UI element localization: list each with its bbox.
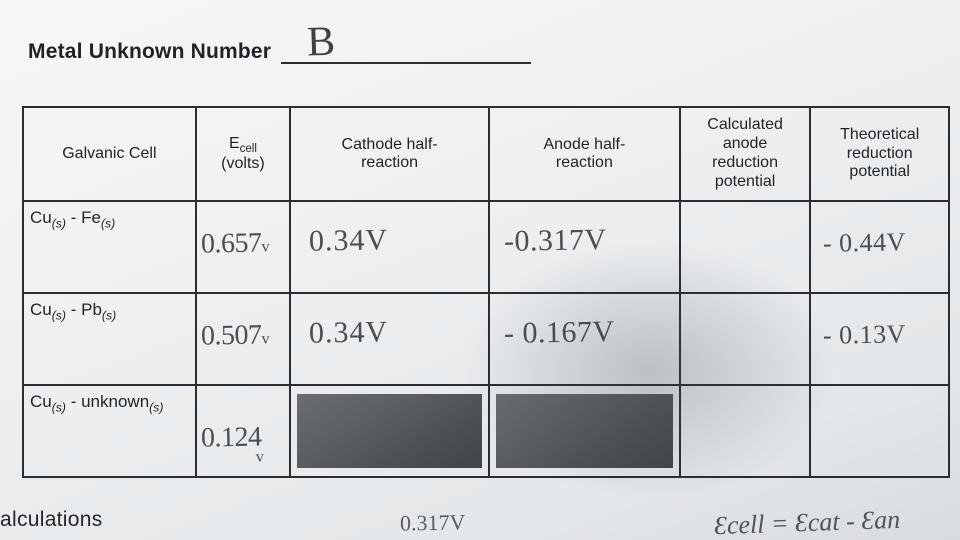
cell-theoretical: [810, 385, 949, 477]
col-header-cathode: Cathode half-reaction: [290, 107, 489, 201]
footer-printed-fragment: alculations: [0, 508, 103, 532]
cell-cathode: 0.34V: [290, 201, 489, 293]
table-header-row: Galvanic Cell Ecell(volts) Cathode half-…: [23, 107, 949, 201]
blackout-box: [496, 394, 673, 468]
table-row: Cu(s) - Fe(s) 0.657v 0.34V -0.317V - 0.4…: [23, 201, 949, 293]
cell-anode: -0.317V: [489, 201, 680, 293]
cell-ecell: 0.124v: [196, 385, 290, 477]
worksheet-paper: Metal Unknown Number B Galvanic Cell Ece…: [0, 0, 960, 540]
col-header-calculated: Calculatedanodereductionpotential: [680, 107, 811, 201]
data-table: Galvanic Cell Ecell(volts) Cathode half-…: [22, 106, 950, 478]
hand-cathode: 0.34V: [309, 223, 389, 258]
cell-galvanic: Cu(s) - Fe(s): [23, 201, 196, 293]
title-row: Metal Unknown Number B: [28, 26, 950, 64]
hand-anode: -0.317V: [504, 223, 607, 259]
blackout-box: [297, 394, 482, 468]
cell-galvanic: Cu(s) - unknown(s): [23, 385, 196, 477]
printed-pair: Cu(s) - Fe(s): [24, 202, 195, 230]
cell-theoretical: - 0.13V: [810, 293, 949, 385]
cell-ecell: 0.507v: [196, 293, 290, 385]
cell-anode-blackout: [489, 385, 680, 477]
hand-ecell: 0.507v: [200, 319, 269, 352]
cell-ecell: 0.657v: [196, 201, 290, 293]
cell-cathode: 0.34V: [290, 293, 489, 385]
cell-galvanic: Cu(s) - Pb(s): [23, 293, 196, 385]
hand-fragment-center: 0.317V: [400, 509, 466, 536]
hand-ecell-value: 0.507: [200, 320, 261, 352]
printed-pair: Cu(s) - unknown(s): [24, 386, 195, 414]
col-header-theoretical: Theoreticalreductionpotential: [810, 107, 949, 201]
title-label: Metal Unknown Number: [28, 40, 271, 64]
cell-theoretical: - 0.44V: [810, 201, 949, 293]
hand-ecell-value: 0.124: [200, 422, 261, 454]
table-row: Cu(s) - Pb(s) 0.507v 0.34V - 0.167V - 0.…: [23, 293, 949, 385]
hand-ecell: 0.657v: [200, 227, 269, 260]
hand-ecell-unit: v: [261, 330, 269, 347]
hand-ecell-value: 0.657: [200, 228, 261, 260]
table-row: Cu(s) - unknown(s) 0.124v: [23, 385, 949, 477]
hand-formula: Ɛcell = Ɛcat - Ɛan: [713, 505, 900, 540]
col-header-anode: Anode half-reaction: [489, 107, 680, 201]
cell-calculated: [680, 201, 811, 293]
hand-ecell-unit: v: [255, 449, 263, 466]
cell-calculated: [680, 385, 811, 477]
hand-ecell-unit: v: [261, 238, 269, 255]
cell-calculated: [680, 293, 811, 385]
hand-theoretical: - 0.44V: [823, 227, 906, 258]
col-header-ecell: Ecell(volts): [196, 107, 290, 201]
hand-theoretical: - 0.13V: [823, 319, 906, 350]
printed-pair: Cu(s) - Pb(s): [24, 294, 195, 322]
cell-anode: - 0.167V: [489, 293, 680, 385]
handwritten-unknown-letter: B: [306, 18, 336, 67]
hand-ecell: 0.124v: [200, 421, 269, 454]
hand-anode: - 0.167V: [504, 315, 615, 351]
title-blank-line: B: [281, 26, 531, 64]
col-header-galvanic: Galvanic Cell: [23, 107, 196, 201]
cell-cathode-blackout: [290, 385, 489, 477]
hand-cathode: 0.34V: [309, 315, 389, 350]
